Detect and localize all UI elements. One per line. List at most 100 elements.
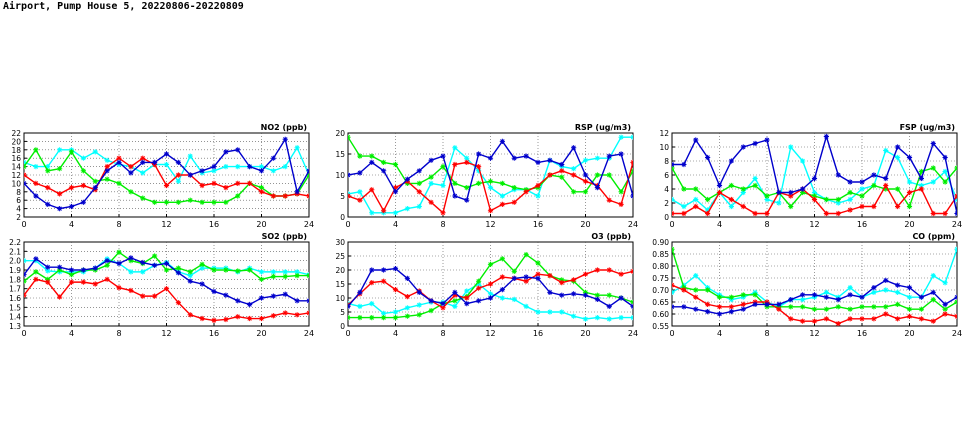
data-point-cyan — [895, 154, 901, 161]
data-point-green — [33, 147, 39, 153]
data-point-cyan — [487, 185, 494, 191]
data-point-red — [895, 203, 901, 210]
chart-panel-5: 0 4 8 12 16 20 24 0.55 0.60 0.65 0.70 0.75 0.80 0.85 0… — [652, 232, 962, 338]
data-point-green — [716, 294, 723, 300]
data-point-green — [235, 193, 241, 199]
data-point-green — [606, 292, 612, 298]
data-point-cyan — [559, 309, 565, 315]
data-point-green — [811, 193, 818, 199]
y-tick-label: 0.70 — [652, 286, 669, 295]
data-point-blue — [606, 303, 612, 309]
data-point-cyan — [140, 269, 146, 275]
data-point-green — [24, 278, 27, 284]
y-tick-label: 1.7 — [9, 285, 21, 294]
y-tick-label: 10 — [659, 143, 669, 152]
x-tick-label: 24 — [304, 220, 314, 229]
data-point-cyan — [835, 200, 841, 206]
data-point-green — [740, 186, 746, 192]
data-point-cyan — [294, 145, 300, 151]
data-point-blue — [672, 161, 675, 168]
data-point-blue — [235, 298, 241, 304]
data-point-blue — [618, 295, 624, 301]
data-point-cyan — [45, 268, 51, 274]
data-point-red — [92, 281, 98, 287]
data-point-red — [104, 276, 110, 282]
data-point-green — [381, 315, 387, 321]
data-point-red — [199, 315, 205, 322]
x-tick-label: 8 — [116, 329, 121, 338]
data-point-blue — [511, 275, 517, 281]
data-point-red — [559, 280, 565, 286]
data-point-green — [594, 172, 600, 178]
data-point-cyan — [918, 182, 924, 189]
data-point-blue — [716, 182, 723, 189]
data-point-red — [582, 178, 589, 184]
chart-title: RSP (ug/m3) — [575, 123, 631, 132]
data-point-red — [140, 293, 146, 299]
data-point-blue — [740, 144, 746, 150]
data-point-green — [811, 306, 818, 312]
data-point-blue — [92, 265, 98, 271]
series-blue — [672, 133, 957, 217]
data-point-blue — [752, 140, 758, 147]
data-point-blue — [392, 189, 399, 195]
data-point-green — [859, 304, 865, 310]
data-point-red — [571, 277, 577, 283]
data-point-green — [800, 189, 806, 196]
data-point-green — [559, 277, 565, 283]
data-point-green — [764, 193, 770, 199]
chart-title: O3 (ppb) — [591, 232, 631, 241]
data-point-red — [705, 301, 711, 307]
data-point-cyan — [800, 297, 806, 303]
data-point-green — [906, 306, 913, 312]
data-point-green — [116, 249, 122, 255]
data-point-cyan — [163, 161, 170, 168]
data-point-cyan — [104, 157, 110, 163]
x-tick-label: 8 — [440, 220, 445, 229]
data-point-green — [381, 159, 387, 165]
data-point-green — [681, 186, 687, 192]
x-tick-label: 16 — [857, 220, 867, 229]
x-tick-label: 12 — [485, 329, 495, 338]
data-point-cyan — [847, 196, 853, 203]
data-point-blue — [942, 301, 948, 307]
x-tick-label: 0 — [21, 220, 26, 229]
x-tick-label: 8 — [764, 220, 769, 229]
data-point-green — [954, 299, 957, 305]
y-tick-label: 25 — [335, 252, 345, 261]
data-point-red — [535, 182, 541, 189]
data-point-blue — [163, 151, 170, 157]
data-point-green — [294, 273, 300, 279]
data-point-red — [104, 164, 110, 170]
data-point-blue — [823, 294, 829, 300]
x-tick-label: 0 — [345, 220, 350, 229]
data-point-cyan — [535, 193, 541, 199]
data-point-red — [487, 208, 494, 214]
data-point-blue — [835, 297, 841, 303]
data-point-red — [681, 210, 687, 217]
data-point-blue — [404, 275, 410, 281]
x-tick-label: 24 — [952, 220, 962, 229]
data-point-blue — [716, 311, 723, 317]
data-point-red — [24, 292, 27, 298]
data-point-blue — [416, 168, 422, 174]
data-point-blue — [476, 298, 482, 304]
data-point-blue — [859, 294, 865, 300]
x-tick-label: 4 — [717, 329, 722, 338]
y-tick-label: 1.3 — [9, 322, 21, 331]
x-tick-label: 24 — [628, 329, 638, 338]
data-point-cyan — [594, 155, 600, 161]
data-point-cyan — [800, 158, 806, 164]
data-point-green — [954, 165, 957, 171]
data-point-green — [45, 276, 51, 282]
data-point-blue — [800, 186, 806, 192]
data-point-blue — [523, 274, 529, 280]
data-point-blue — [223, 292, 229, 298]
data-point-blue — [428, 298, 434, 304]
series-blue — [348, 138, 633, 203]
data-point-blue — [930, 140, 936, 147]
data-point-blue — [452, 289, 458, 295]
data-point-cyan — [740, 189, 746, 196]
data-point-cyan — [776, 200, 782, 206]
data-point-cyan — [404, 305, 410, 311]
